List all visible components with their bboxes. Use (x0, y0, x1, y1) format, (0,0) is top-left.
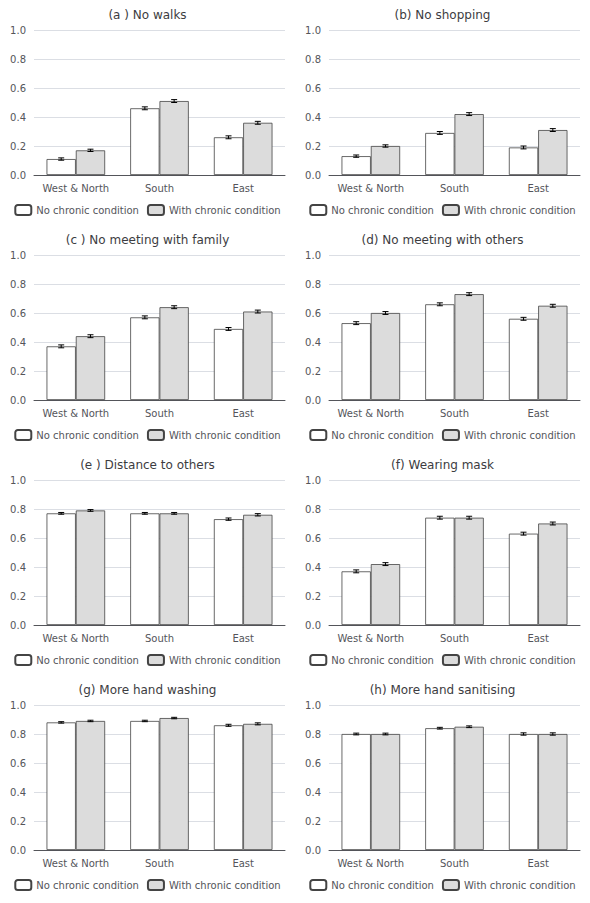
svg-text:(c ) No meeting with family: (c ) No meeting with family (66, 233, 230, 247)
svg-text:0.2: 0.2 (10, 591, 26, 602)
svg-text:1.0: 1.0 (10, 250, 26, 261)
svg-text:0.6: 0.6 (10, 308, 26, 319)
svg-text:East: East (527, 858, 549, 869)
svg-text:0.8: 0.8 (10, 504, 26, 515)
svg-text:No chronic condition: No chronic condition (36, 430, 139, 441)
svg-text:West & North: West & North (42, 633, 109, 644)
svg-text:West & North: West & North (42, 183, 109, 194)
svg-text:(d) No meeting with others: (d) No meeting with others (362, 233, 524, 247)
svg-text:(b) No shopping: (b) No shopping (395, 8, 491, 22)
svg-text:0.2: 0.2 (10, 366, 26, 377)
svg-text:0.4: 0.4 (305, 337, 321, 348)
svg-text:(h) More hand sanitising: (h) More hand sanitising (370, 683, 516, 697)
svg-text:No chronic condition: No chronic condition (331, 430, 434, 441)
svg-text:0.6: 0.6 (10, 533, 26, 544)
svg-text:East: East (232, 408, 254, 419)
svg-text:South: South (145, 858, 174, 869)
svg-text:West & North: West & North (337, 858, 404, 869)
svg-text:With chronic condition: With chronic condition (464, 430, 576, 441)
svg-text:West & North: West & North (337, 633, 404, 644)
svg-text:West & North: West & North (337, 408, 404, 419)
svg-text:1.0: 1.0 (10, 25, 26, 36)
svg-text:0.0: 0.0 (305, 395, 321, 406)
svg-text:(f) Wearing mask: (f) Wearing mask (391, 458, 494, 472)
svg-text:0.4: 0.4 (10, 337, 26, 348)
svg-text:0.0: 0.0 (10, 170, 26, 181)
svg-text:No chronic condition: No chronic condition (36, 205, 139, 216)
svg-text:1.0: 1.0 (305, 25, 321, 36)
svg-text:0.4: 0.4 (10, 787, 26, 798)
svg-text:1.0: 1.0 (305, 250, 321, 261)
svg-text:With chronic condition: With chronic condition (169, 880, 281, 891)
svg-text:(e ) Distance to others: (e ) Distance to others (80, 458, 215, 472)
svg-text:0.0: 0.0 (305, 170, 321, 181)
svg-text:With chronic condition: With chronic condition (464, 880, 576, 891)
svg-text:With chronic condition: With chronic condition (464, 205, 576, 216)
svg-text:0.2: 0.2 (10, 816, 26, 827)
svg-text:South: South (440, 183, 469, 194)
svg-text:With chronic condition: With chronic condition (169, 655, 281, 666)
svg-text:West & North: West & North (42, 858, 109, 869)
svg-text:East: East (527, 633, 549, 644)
svg-text:0.4: 0.4 (305, 562, 321, 573)
svg-text:0.8: 0.8 (305, 54, 321, 65)
svg-text:0.4: 0.4 (305, 112, 321, 123)
svg-text:West & North: West & North (42, 408, 109, 419)
svg-text:With chronic condition: With chronic condition (169, 430, 281, 441)
svg-text:No chronic condition: No chronic condition (331, 880, 434, 891)
svg-text:No chronic condition: No chronic condition (331, 205, 434, 216)
svg-text:0.2: 0.2 (10, 141, 26, 152)
svg-text:0.6: 0.6 (10, 83, 26, 94)
svg-text:South: South (145, 408, 174, 419)
svg-text:0.4: 0.4 (10, 112, 26, 123)
svg-text:0.8: 0.8 (305, 504, 321, 515)
svg-text:0.4: 0.4 (305, 787, 321, 798)
svg-text:South: South (440, 858, 469, 869)
svg-text:0.2: 0.2 (305, 141, 321, 152)
svg-text:East: East (232, 183, 254, 194)
svg-text:South: South (440, 633, 469, 644)
svg-text:0.6: 0.6 (10, 758, 26, 769)
svg-text:1.0: 1.0 (305, 475, 321, 486)
svg-text:0.6: 0.6 (305, 308, 321, 319)
svg-text:(g) More hand washing: (g) More hand washing (79, 683, 217, 697)
svg-text:With chronic condition: With chronic condition (169, 205, 281, 216)
svg-text:No chronic condition: No chronic condition (331, 655, 434, 666)
svg-text:0.0: 0.0 (10, 845, 26, 856)
svg-text:1.0: 1.0 (10, 700, 26, 711)
svg-text:With chronic condition: With chronic condition (464, 655, 576, 666)
svg-text:South: South (145, 183, 174, 194)
svg-text:(a ) No walks: (a ) No walks (108, 8, 186, 22)
svg-text:East: East (527, 183, 549, 194)
svg-text:East: East (232, 633, 254, 644)
svg-text:South: South (145, 633, 174, 644)
svg-text:East: East (232, 858, 254, 869)
svg-text:0.2: 0.2 (305, 366, 321, 377)
svg-text:0.6: 0.6 (305, 83, 321, 94)
svg-text:0.6: 0.6 (305, 758, 321, 769)
svg-text:0.4: 0.4 (10, 562, 26, 573)
svg-text:0.8: 0.8 (305, 279, 321, 290)
svg-text:0.8: 0.8 (305, 729, 321, 740)
svg-text:0.8: 0.8 (10, 54, 26, 65)
svg-text:No chronic condition: No chronic condition (36, 880, 139, 891)
svg-text:0.0: 0.0 (10, 620, 26, 631)
svg-text:1.0: 1.0 (305, 700, 321, 711)
svg-text:0.8: 0.8 (10, 279, 26, 290)
svg-text:East: East (527, 408, 549, 419)
svg-text:0.0: 0.0 (305, 845, 321, 856)
svg-text:0.2: 0.2 (305, 591, 321, 602)
svg-text:0.8: 0.8 (10, 729, 26, 740)
svg-text:0.6: 0.6 (305, 533, 321, 544)
svg-text:No chronic condition: No chronic condition (36, 655, 139, 666)
svg-text:0.0: 0.0 (10, 395, 26, 406)
svg-text:1.0: 1.0 (10, 475, 26, 486)
svg-text:0.2: 0.2 (305, 816, 321, 827)
svg-text:South: South (440, 408, 469, 419)
svg-text:West & North: West & North (337, 183, 404, 194)
svg-text:0.0: 0.0 (305, 620, 321, 631)
